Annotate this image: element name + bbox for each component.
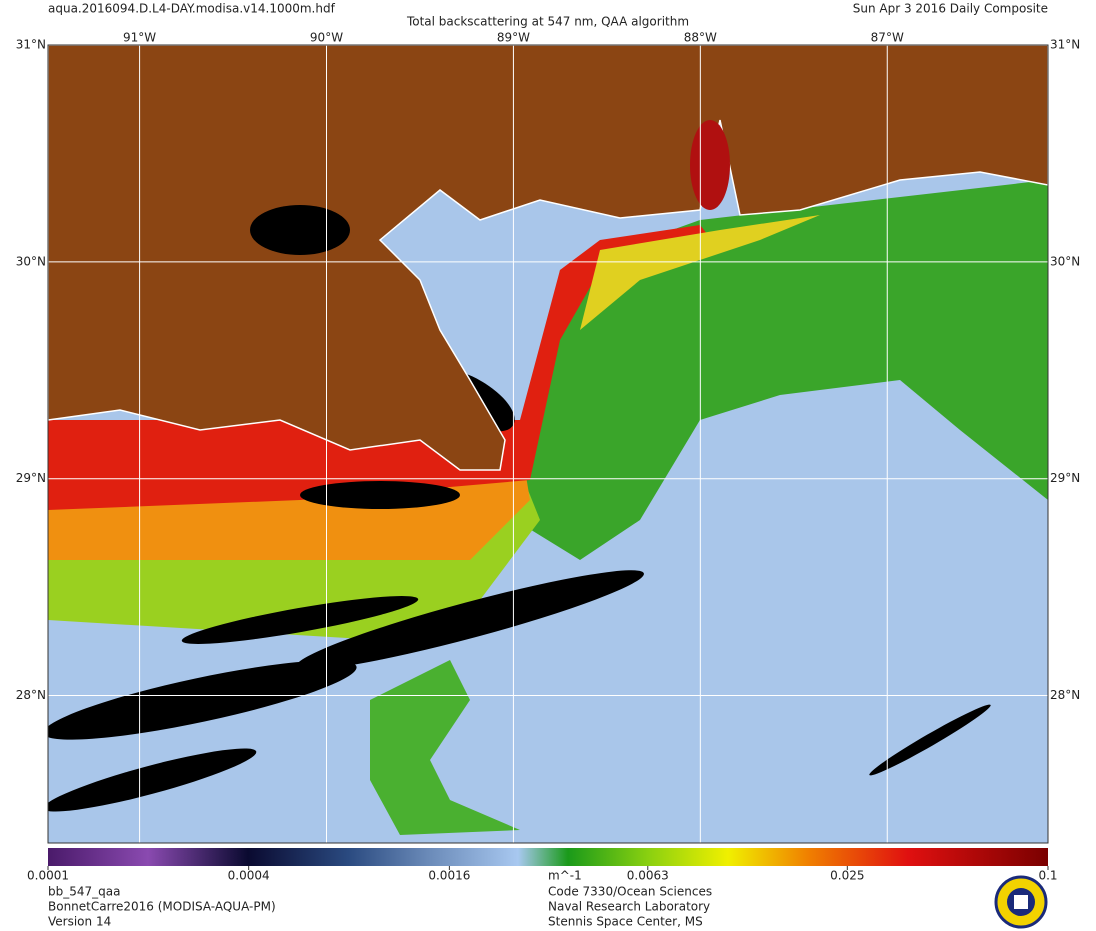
colorbar-tick-label: 0.025 <box>830 869 864 883</box>
map-image <box>48 45 1048 843</box>
colorbar-unit: m^-1 <box>548 869 582 883</box>
longitude-label: 91°W <box>123 31 156 45</box>
longitude-label: 88°W <box>684 31 717 45</box>
longitude-label: 90°W <box>310 31 343 45</box>
bay <box>690 120 730 210</box>
longitude-label: 87°W <box>871 31 904 45</box>
longitude-label: 89°W <box>497 31 530 45</box>
footer-line: Stennis Space Center, MS <box>548 915 703 929</box>
footer-line: bb_547_qaa <box>48 885 120 899</box>
latitude-label: 28°N <box>1050 688 1080 702</box>
lake <box>250 205 350 255</box>
yellow-water <box>580 215 820 330</box>
footer-line: BonnetCarre2016 (MODISA-AQUA-PM) <box>48 900 276 914</box>
map-frame <box>47 44 1049 844</box>
composite-date: Sun Apr 3 2016 Daily Composite <box>853 2 1048 16</box>
footer-line: Naval Research Laboratory <box>548 900 710 914</box>
colorbar <box>48 848 1048 866</box>
latitude-label: 29°N <box>16 471 46 485</box>
latitude-label: 31°N <box>16 38 46 52</box>
plume <box>370 660 520 835</box>
colorbar-tick-label: 0.0016 <box>428 869 470 883</box>
latitude-label: 30°N <box>16 254 46 268</box>
footer-line: Code 7330/Ocean Sciences <box>548 885 712 899</box>
land <box>48 45 1048 471</box>
file-name: aqua.2016094.D.L4-DAY.modisa.v14.1000m.h… <box>48 2 336 16</box>
map-title: Total backscattering at 547 nm, QAA algo… <box>406 15 689 29</box>
red-water <box>48 225 720 510</box>
colorbar-tick-label: 0.0001 <box>27 869 69 883</box>
graticule <box>48 44 1048 843</box>
latitude-label: 28°N <box>16 688 46 702</box>
latitude-label: 31°N <box>1050 38 1080 52</box>
colorbar-tick-label: 0.0063 <box>627 869 669 883</box>
latitude-label: 30°N <box>1050 254 1080 268</box>
logo <box>994 875 1048 929</box>
colorbar-tick-label: 0.0004 <box>228 869 270 883</box>
latitude-label: 29°N <box>1050 471 1080 485</box>
colorbar-tick-label: 0.1 <box>1038 869 1057 883</box>
footer-line: Version 14 <box>48 915 111 929</box>
